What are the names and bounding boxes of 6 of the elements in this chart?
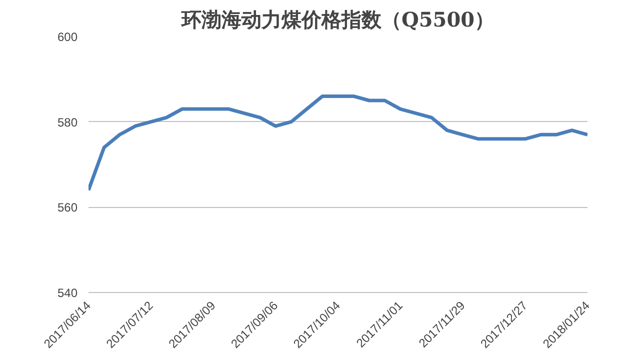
y-tick-label: 600 (57, 30, 78, 44)
y-tick-label: 560 (57, 200, 78, 215)
line-series (88, 94, 588, 192)
chart-title: 环渤海动力煤价格指数（Q5500） (180, 8, 495, 32)
y-tick-label: 580 (57, 115, 78, 130)
y-tick-label: 540 (57, 286, 78, 300)
